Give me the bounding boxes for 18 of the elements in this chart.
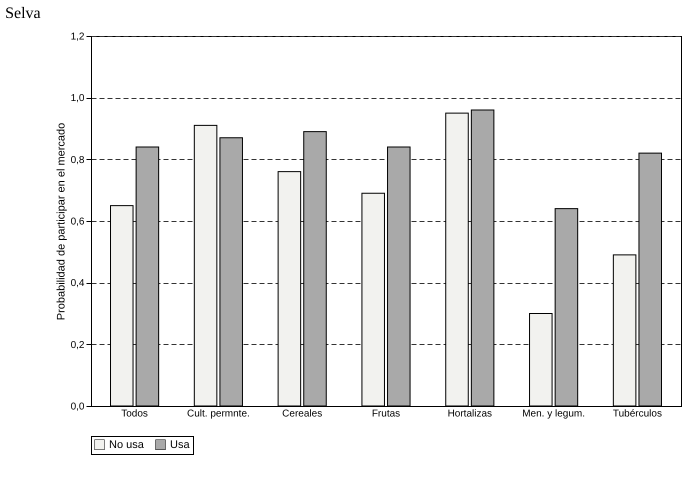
y-tick-label: 1,0 xyxy=(70,93,85,104)
x-tick-label: Tubérculos xyxy=(612,408,662,420)
x-tick-label: Men. y legum. xyxy=(522,408,586,420)
legend-label: Usa xyxy=(170,438,190,451)
x-tick-label: Cult. permnte. xyxy=(186,408,250,420)
y-tick-label: 0,0 xyxy=(70,402,85,412)
chart-title: Selva xyxy=(5,5,41,22)
y-tick-label: 0,2 xyxy=(70,340,85,351)
y-axis-title: Probabilidad de participar en el mercado xyxy=(56,122,68,320)
y-tick-label: 0,8 xyxy=(70,154,85,166)
y-tick-label: 1,2 xyxy=(70,32,85,42)
y-tick-label: 0,6 xyxy=(70,216,85,228)
x-tick-label: Frutas xyxy=(372,408,400,420)
legend-label: No usa xyxy=(109,438,145,451)
x-tick-label: Cereales xyxy=(282,408,322,420)
y-tick-label: 0,4 xyxy=(70,278,85,290)
x-tick-label: Todos xyxy=(121,408,148,420)
x-tick-label: Hortalizas xyxy=(448,408,492,420)
